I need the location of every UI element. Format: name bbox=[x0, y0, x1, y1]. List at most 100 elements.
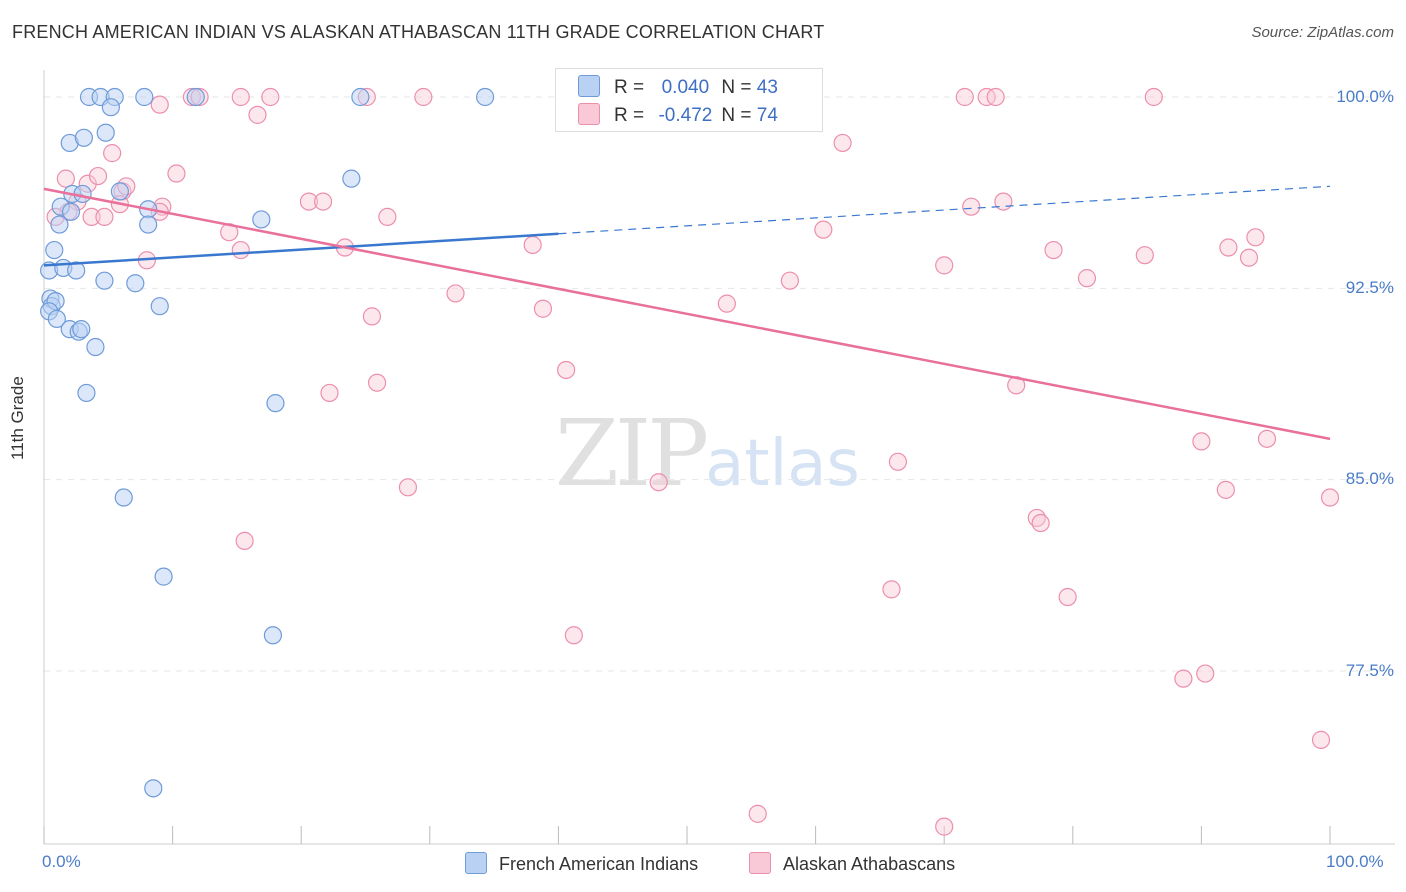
alaskan-athabascan-point bbox=[56, 169, 75, 188]
french-american-indian-point bbox=[114, 488, 133, 507]
alaskan-athabascan-point bbox=[362, 307, 382, 326]
alaskan-athabascan-point bbox=[1257, 429, 1277, 448]
n-value: 74 bbox=[756, 105, 778, 126]
alaskan-athabascan-point bbox=[82, 207, 101, 227]
pink-swatch bbox=[578, 103, 600, 125]
chart-title: FRENCH AMERICAN INDIAN VS ALASKAN ATHABA… bbox=[12, 22, 825, 42]
french-american-indians-points bbox=[40, 87, 495, 798]
alaskan-athabascan-point bbox=[564, 626, 583, 645]
alaskan-athabascan-point bbox=[1077, 269, 1097, 288]
french-american-indian-point bbox=[475, 87, 495, 107]
alaskan-athabascan-point bbox=[398, 478, 418, 497]
r-label: R = bbox=[614, 77, 645, 98]
legend-label: French American Indians bbox=[499, 854, 699, 874]
n-label: N = bbox=[721, 77, 752, 98]
alaskan-athabascan-point bbox=[1174, 669, 1193, 688]
alaskan-athabascan-point bbox=[1311, 730, 1331, 749]
alaskan-athabascans-points bbox=[46, 87, 1340, 836]
alaskan-athabascan-point bbox=[1058, 587, 1077, 607]
alaskan-athabascan-point bbox=[320, 383, 339, 403]
bottom-legend-series1: French American Indians bbox=[465, 852, 698, 875]
x-tick-label: 0.0% bbox=[42, 852, 81, 871]
pink-swatch bbox=[749, 852, 771, 874]
legend-row-series1: R = 0.040 N = 43 bbox=[578, 75, 778, 99]
alaskan-athabascan-point bbox=[1196, 664, 1215, 683]
trend-lines bbox=[43, 185, 1331, 441]
axes bbox=[43, 70, 1395, 845]
french-american-indian-point bbox=[96, 123, 115, 142]
french-american-indian-point bbox=[139, 215, 158, 234]
watermark-zip: ZIP bbox=[555, 400, 709, 507]
french-american-indian-point bbox=[101, 98, 120, 117]
french-american-indian-point bbox=[342, 169, 361, 188]
french-american-indian-point bbox=[144, 779, 163, 798]
alaskan-athabascan-point bbox=[986, 87, 1005, 107]
gridlines bbox=[44, 96, 1395, 672]
legend-row-series2: R = -0.472 N = 74 bbox=[578, 103, 778, 127]
french-american-indian-point bbox=[77, 383, 96, 403]
alaskan-athabascan-point bbox=[1135, 246, 1154, 265]
alaskan-athabascan-point bbox=[888, 452, 908, 471]
french-american-indian-point bbox=[86, 337, 105, 357]
alaskan-athabascan-point bbox=[1044, 240, 1063, 260]
alaskan-athabascan-point bbox=[235, 531, 254, 550]
french-american-indian-point bbox=[61, 202, 81, 221]
alaskan-athabascan-point bbox=[955, 87, 974, 107]
source-label: Source: ZipAtlas.com bbox=[1251, 24, 1394, 41]
alaskan-athabascan-point bbox=[962, 197, 981, 216]
french-american-indian-point bbox=[186, 87, 205, 107]
y-tick-label: 85.0% bbox=[1345, 469, 1394, 488]
alaskan-athabascan-point bbox=[994, 192, 1013, 211]
alaskan-athabascan-point bbox=[1031, 513, 1050, 533]
alaskan-athabascan-point bbox=[1219, 238, 1238, 257]
n-label: N = bbox=[721, 105, 752, 126]
alaskan-athabascan-point bbox=[935, 256, 954, 275]
french-american-indian-point bbox=[45, 240, 64, 260]
french-american-indian-point bbox=[50, 215, 69, 234]
blue-trend-line-extension bbox=[558, 185, 1331, 235]
french-american-indian-point bbox=[266, 394, 285, 413]
alaskan-athabascan-point bbox=[523, 235, 542, 255]
alaskan-athabascan-point bbox=[717, 294, 736, 313]
alaskan-athabascan-point bbox=[150, 95, 169, 114]
pink-trend-line bbox=[43, 187, 1331, 441]
legend-label: Alaskan Athabascans bbox=[783, 854, 956, 874]
y-tick-label: 92.5% bbox=[1345, 278, 1394, 297]
r-value: -0.472 bbox=[658, 105, 713, 126]
alaskan-athabascan-point bbox=[1192, 432, 1211, 451]
alaskan-athabascan-point bbox=[103, 144, 122, 163]
alaskan-athabascan-point bbox=[231, 240, 250, 260]
alaskan-athabascan-point bbox=[1320, 488, 1340, 507]
alaskan-athabascan-point bbox=[167, 164, 186, 183]
x-tick-label: 100.0% bbox=[1326, 852, 1384, 871]
alaskan-athabascan-point bbox=[1246, 228, 1265, 247]
y-tick-label: 77.5% bbox=[1345, 661, 1394, 680]
french-american-indian-point bbox=[72, 320, 91, 339]
alaskan-athabascan-point bbox=[833, 133, 852, 153]
stats-legend: R = 0.040 N = 43 R = -0.472 N = 74 bbox=[555, 68, 823, 132]
alaskan-athabascan-point bbox=[814, 220, 833, 239]
french-american-indian-point bbox=[47, 309, 66, 329]
alaskan-athabascan-point bbox=[649, 473, 668, 492]
alaskan-athabascan-point bbox=[1144, 87, 1163, 107]
alaskan-athabascan-point bbox=[1216, 480, 1235, 499]
alaskan-athabascan-point bbox=[533, 299, 553, 318]
alaskan-athabascan-point bbox=[248, 105, 267, 124]
y-axis-label: 11th Grade bbox=[8, 376, 27, 460]
alaskan-athabascan-point bbox=[882, 580, 901, 599]
bottom-legend-series2: Alaskan Athabascans bbox=[749, 852, 955, 875]
alaskan-athabascan-point bbox=[1239, 248, 1259, 267]
n-value: 43 bbox=[756, 77, 778, 98]
french-american-indian-point bbox=[135, 87, 154, 107]
french-american-indian-point bbox=[67, 261, 86, 280]
y-tick-label: 100.0% bbox=[1336, 87, 1394, 106]
alaskan-athabascan-point bbox=[780, 271, 799, 290]
french-american-indian-point bbox=[252, 210, 271, 229]
alaskan-athabascan-point bbox=[748, 804, 767, 823]
french-american-indian-point bbox=[74, 128, 93, 147]
blue-trend-line bbox=[43, 232, 559, 267]
french-american-indian-point bbox=[150, 297, 169, 316]
watermark: ZIPatlas bbox=[555, 400, 860, 507]
alaskan-athabascan-point bbox=[378, 207, 397, 227]
